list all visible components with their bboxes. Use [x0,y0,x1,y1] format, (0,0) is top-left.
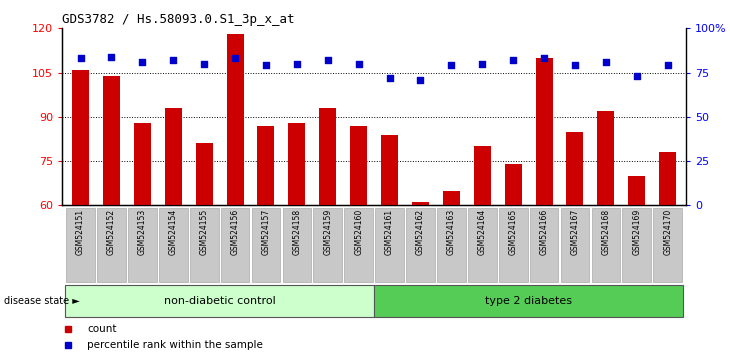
FancyBboxPatch shape [66,208,95,282]
Point [415,77,426,82]
Bar [566,132,583,205]
Point [229,56,241,61]
Bar [504,164,522,205]
Text: GSM524167: GSM524167 [570,209,580,255]
Text: GSM524169: GSM524169 [632,209,641,255]
FancyBboxPatch shape [220,208,250,282]
Text: GSM524163: GSM524163 [447,209,456,255]
Bar [597,111,615,205]
Point [260,63,272,68]
Bar [443,190,460,205]
Bar [134,123,151,205]
Text: GSM524162: GSM524162 [416,209,425,255]
Text: GSM524160: GSM524160 [354,209,364,255]
Text: GSM524166: GSM524166 [539,209,548,255]
FancyBboxPatch shape [97,208,126,282]
FancyBboxPatch shape [468,208,496,282]
Bar [536,58,553,205]
FancyBboxPatch shape [375,208,404,282]
FancyBboxPatch shape [283,208,311,282]
Bar [319,108,337,205]
Point [631,73,642,79]
Text: GSM524158: GSM524158 [293,209,301,255]
FancyBboxPatch shape [159,208,188,282]
Point [106,54,118,59]
Bar [65,285,374,317]
Bar [629,176,645,205]
Point [477,61,488,67]
Text: GSM524157: GSM524157 [261,209,271,255]
Bar [374,285,683,317]
Point [445,63,457,68]
FancyBboxPatch shape [499,208,528,282]
Text: percentile rank within the sample: percentile rank within the sample [87,340,263,350]
Text: GSM524152: GSM524152 [107,209,116,255]
Text: non-diabetic control: non-diabetic control [164,296,275,306]
Text: GSM524164: GSM524164 [477,209,487,255]
Text: type 2 diabetes: type 2 diabetes [485,296,572,306]
FancyBboxPatch shape [437,208,466,282]
Point [137,59,148,65]
Text: GDS3782 / Hs.58093.0.S1_3p_x_at: GDS3782 / Hs.58093.0.S1_3p_x_at [62,13,294,26]
Point [353,61,364,67]
Bar [350,126,367,205]
Text: GSM524151: GSM524151 [76,209,85,255]
Bar [103,75,120,205]
Bar [474,146,491,205]
Point [322,57,334,63]
Point [74,56,86,61]
Text: GSM524154: GSM524154 [169,209,178,255]
Point [507,57,519,63]
Point [167,57,179,63]
FancyBboxPatch shape [190,208,218,282]
Point [538,56,550,61]
Text: disease state ►: disease state ► [4,296,80,306]
Bar [659,152,676,205]
Bar [72,70,89,205]
Text: GSM524165: GSM524165 [509,209,518,255]
Bar [196,143,212,205]
FancyBboxPatch shape [530,208,558,282]
Bar [288,123,305,205]
Bar [165,108,182,205]
Text: GSM524161: GSM524161 [385,209,394,255]
Text: GSM524168: GSM524168 [602,209,610,255]
FancyBboxPatch shape [313,208,342,282]
FancyBboxPatch shape [591,208,620,282]
Bar [226,34,244,205]
FancyBboxPatch shape [653,208,682,282]
FancyBboxPatch shape [252,208,280,282]
Bar [381,135,398,205]
Text: GSM524156: GSM524156 [231,209,239,255]
Bar [412,202,429,205]
Text: GSM524159: GSM524159 [323,209,332,255]
FancyBboxPatch shape [406,208,435,282]
Point [662,63,674,68]
FancyBboxPatch shape [128,208,157,282]
Text: GSM524155: GSM524155 [200,209,209,255]
FancyBboxPatch shape [561,208,589,282]
FancyBboxPatch shape [623,208,651,282]
Point [600,59,612,65]
Point [199,61,210,67]
Point [384,75,396,81]
Point [569,63,581,68]
Text: GSM524170: GSM524170 [663,209,672,255]
Text: GSM524153: GSM524153 [138,209,147,255]
Bar [258,126,274,205]
Text: count: count [87,324,117,334]
Point [291,61,303,67]
FancyBboxPatch shape [345,208,373,282]
